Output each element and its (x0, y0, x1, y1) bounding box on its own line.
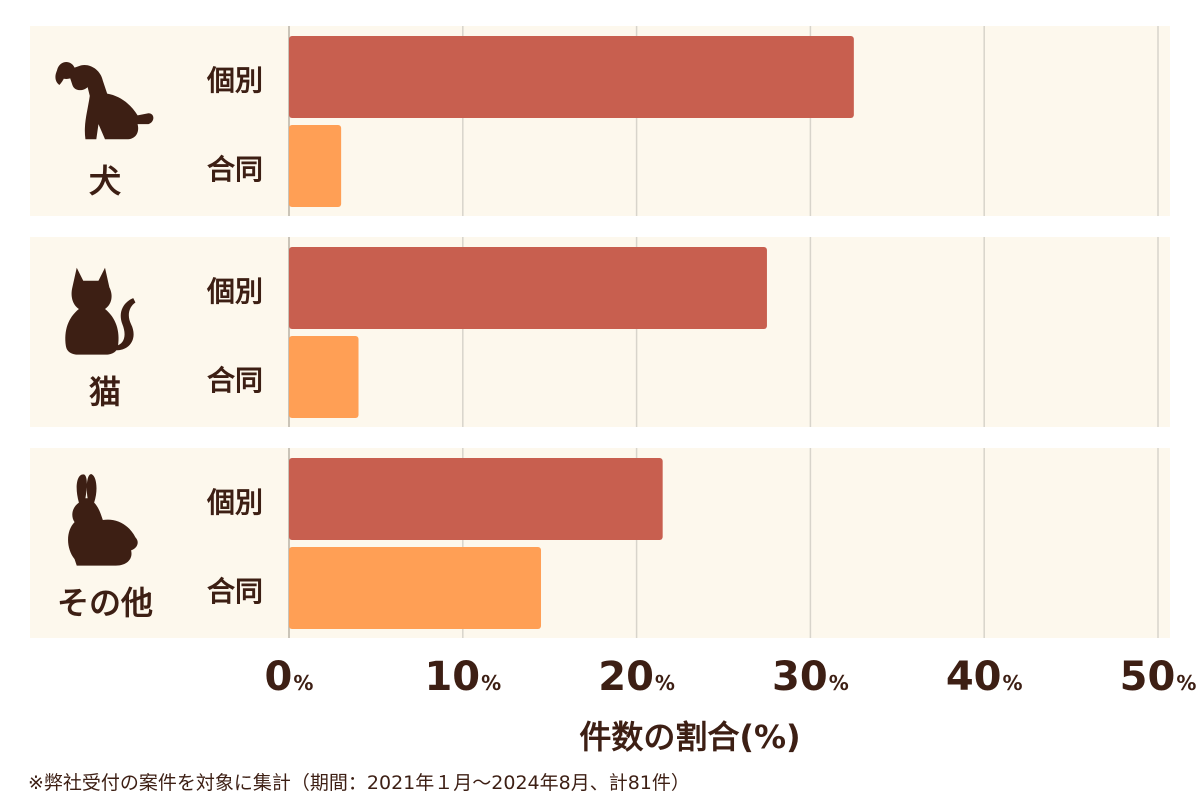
dog-icon (30, 48, 180, 152)
series-label: 個別 (206, 64, 263, 97)
series-label: 個別 (206, 275, 263, 308)
tick-label: 50% (1119, 654, 1197, 700)
x-axis-title: 件数の割合(%) (579, 718, 801, 756)
series-label: 合同 (206, 153, 263, 186)
bar-1-0 (289, 247, 767, 329)
group-label: その他 (56, 584, 153, 622)
series-label: 合同 (206, 364, 263, 397)
bar-0-0 (289, 36, 854, 118)
footnote: ※弊社受付の案件を対象に集計（期間：2021年１月～2024年8月、計81件） (28, 772, 690, 794)
bar-0-1 (289, 125, 342, 207)
tick-label: 40% (945, 654, 1023, 700)
rabbit-icon (30, 470, 180, 574)
tick-label: 20% (598, 654, 675, 700)
bar-2-1 (289, 547, 542, 629)
cat-icon (30, 259, 180, 363)
bar-2-0 (289, 458, 663, 540)
group-label: 犬 (88, 162, 121, 200)
tick-label: 30% (772, 654, 849, 700)
group-label: 猫 (88, 373, 121, 411)
tick-label: 0% (264, 654, 314, 700)
series-label: 合同 (206, 575, 263, 608)
series-label: 個別 (206, 486, 263, 519)
bar-1-1 (289, 336, 359, 418)
tick-label: 10% (424, 654, 502, 700)
